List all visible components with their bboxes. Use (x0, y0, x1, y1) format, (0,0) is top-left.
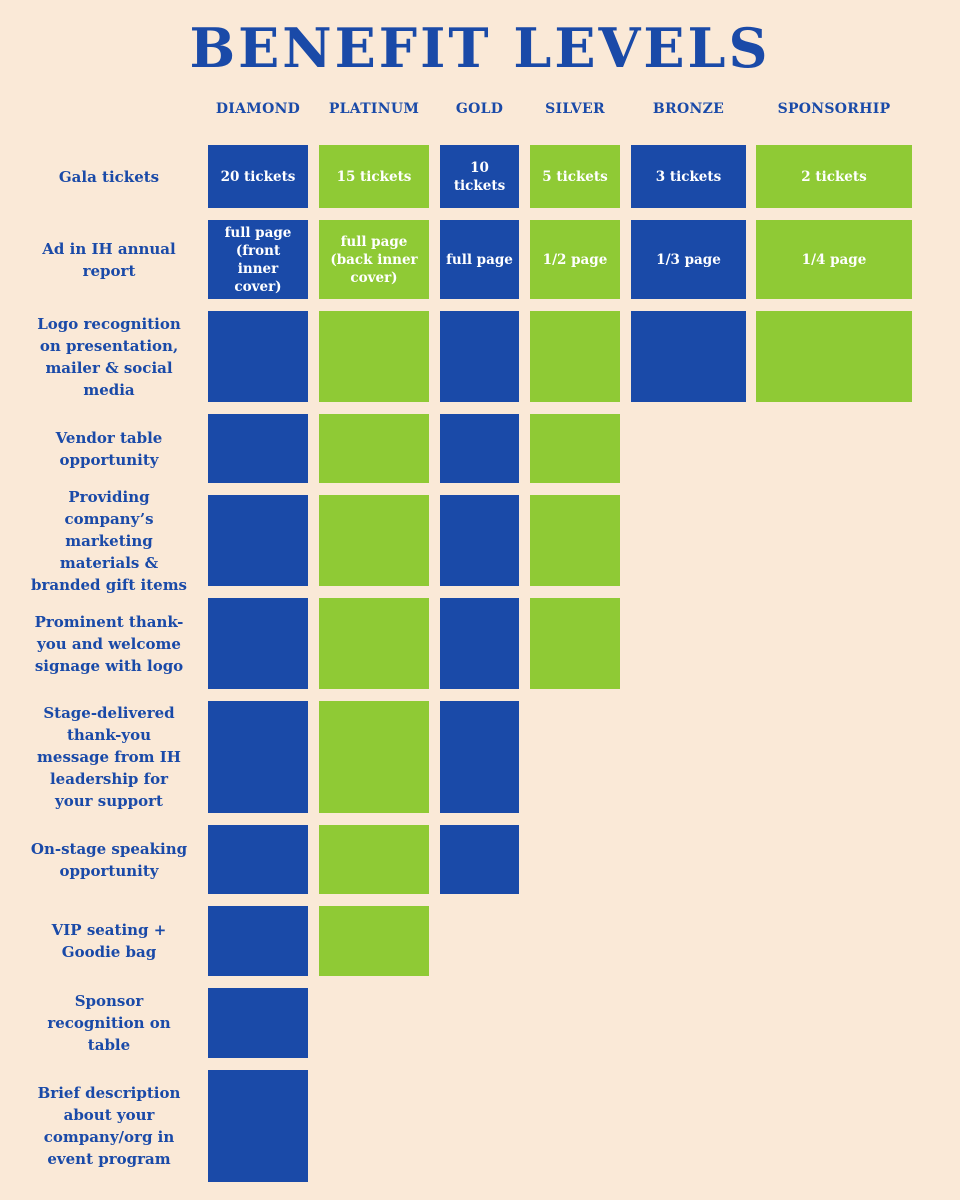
benefit-cell-diamond (208, 1070, 308, 1182)
benefit-cell-gold (440, 414, 519, 483)
benefit-cell-platinum (319, 495, 429, 586)
benefit-cell-silver: 1/2 page (530, 220, 620, 299)
column-header-sponsorhip: SPONSORHIP (777, 101, 891, 117)
column-header-bronze: BRONZE (652, 101, 725, 117)
benefit-cell-silver: 5 tickets (530, 145, 620, 208)
benefit-cell-diamond: 20 tickets (208, 145, 308, 208)
benefit-label: Sponsor recognition on table (47, 992, 171, 1054)
benefit-cell-diamond (208, 495, 308, 586)
benefit-label: Providing company’s marketing materials … (30, 487, 188, 594)
benefit-cell-gold (440, 311, 519, 402)
benefit-label: Ad in IH annual report (42, 239, 176, 280)
benefit-cell-platinum (319, 311, 429, 402)
benefit-cell-bronze: 3 tickets (631, 145, 746, 208)
column-header-diamond: DIAMOND (215, 101, 301, 117)
benefit-label: Prominent thank-you and welcome signage … (34, 612, 184, 675)
benefit-cell-platinum (319, 906, 429, 976)
benefit-cell-platinum: 15 tickets (319, 145, 429, 208)
benefit-cell-silver (530, 414, 620, 483)
benefit-cell-gold (440, 701, 519, 813)
benefit-cell-bronze (631, 311, 746, 402)
benefit-cell-gold: 10 tickets (440, 145, 519, 208)
column-header-silver: SILVER (545, 101, 605, 117)
page-title: BENEFIT LEVELS (189, 16, 771, 80)
column-header-platinum: PLATINUM (328, 101, 420, 117)
benefit-cell-gold (440, 598, 519, 689)
benefit-cell-platinum (319, 825, 429, 894)
benefit-cell-diamond (208, 311, 308, 402)
benefit-label: Stage-delivered thank-you message from I… (37, 704, 181, 810)
benefit-cell-gold (440, 825, 519, 894)
benefit-cell-silver (530, 311, 620, 402)
benefit-cell-bronze: 1/3 page (631, 220, 746, 299)
benefit-cell-gold (440, 495, 519, 586)
benefit-cell-silver (530, 598, 620, 689)
benefit-label: Gala tickets (58, 167, 160, 186)
benefit-cell-diamond: full page (front inner cover) (208, 220, 308, 299)
benefit-cell-diamond (208, 906, 308, 976)
benefit-label: Vendor table opportunity (55, 428, 163, 469)
benefit-cell-diamond (208, 414, 308, 483)
benefit-cell-platinum: full page (back inner cover) (319, 220, 429, 299)
benefit-cell-diamond (208, 988, 308, 1058)
benefit-cell-platinum (319, 701, 429, 813)
benefit-cell-diamond (208, 825, 308, 894)
benefit-cell-diamond (208, 598, 308, 689)
benefit-cell-sponsorhip: 2 tickets (756, 145, 912, 208)
benefit-cell-sponsorhip: 1/4 page (756, 220, 912, 299)
benefit-cell-platinum (319, 598, 429, 689)
benefit-cell-sponsorhip (756, 311, 912, 402)
benefit-label: Logo recognition on presentation, mailer… (37, 314, 181, 399)
benefit-label: On-stage speaking opportunity (30, 839, 188, 880)
benefit-cell-gold: full page (440, 220, 519, 299)
benefit-cell-platinum (319, 414, 429, 483)
benefit-cell-silver (530, 495, 620, 586)
benefit-cell-diamond (208, 701, 308, 813)
column-header-gold: GOLD (455, 101, 504, 117)
benefit-label: VIP seating + Goodie bag (51, 921, 167, 961)
benefit-label: Brief description about your company/org… (37, 1084, 181, 1168)
